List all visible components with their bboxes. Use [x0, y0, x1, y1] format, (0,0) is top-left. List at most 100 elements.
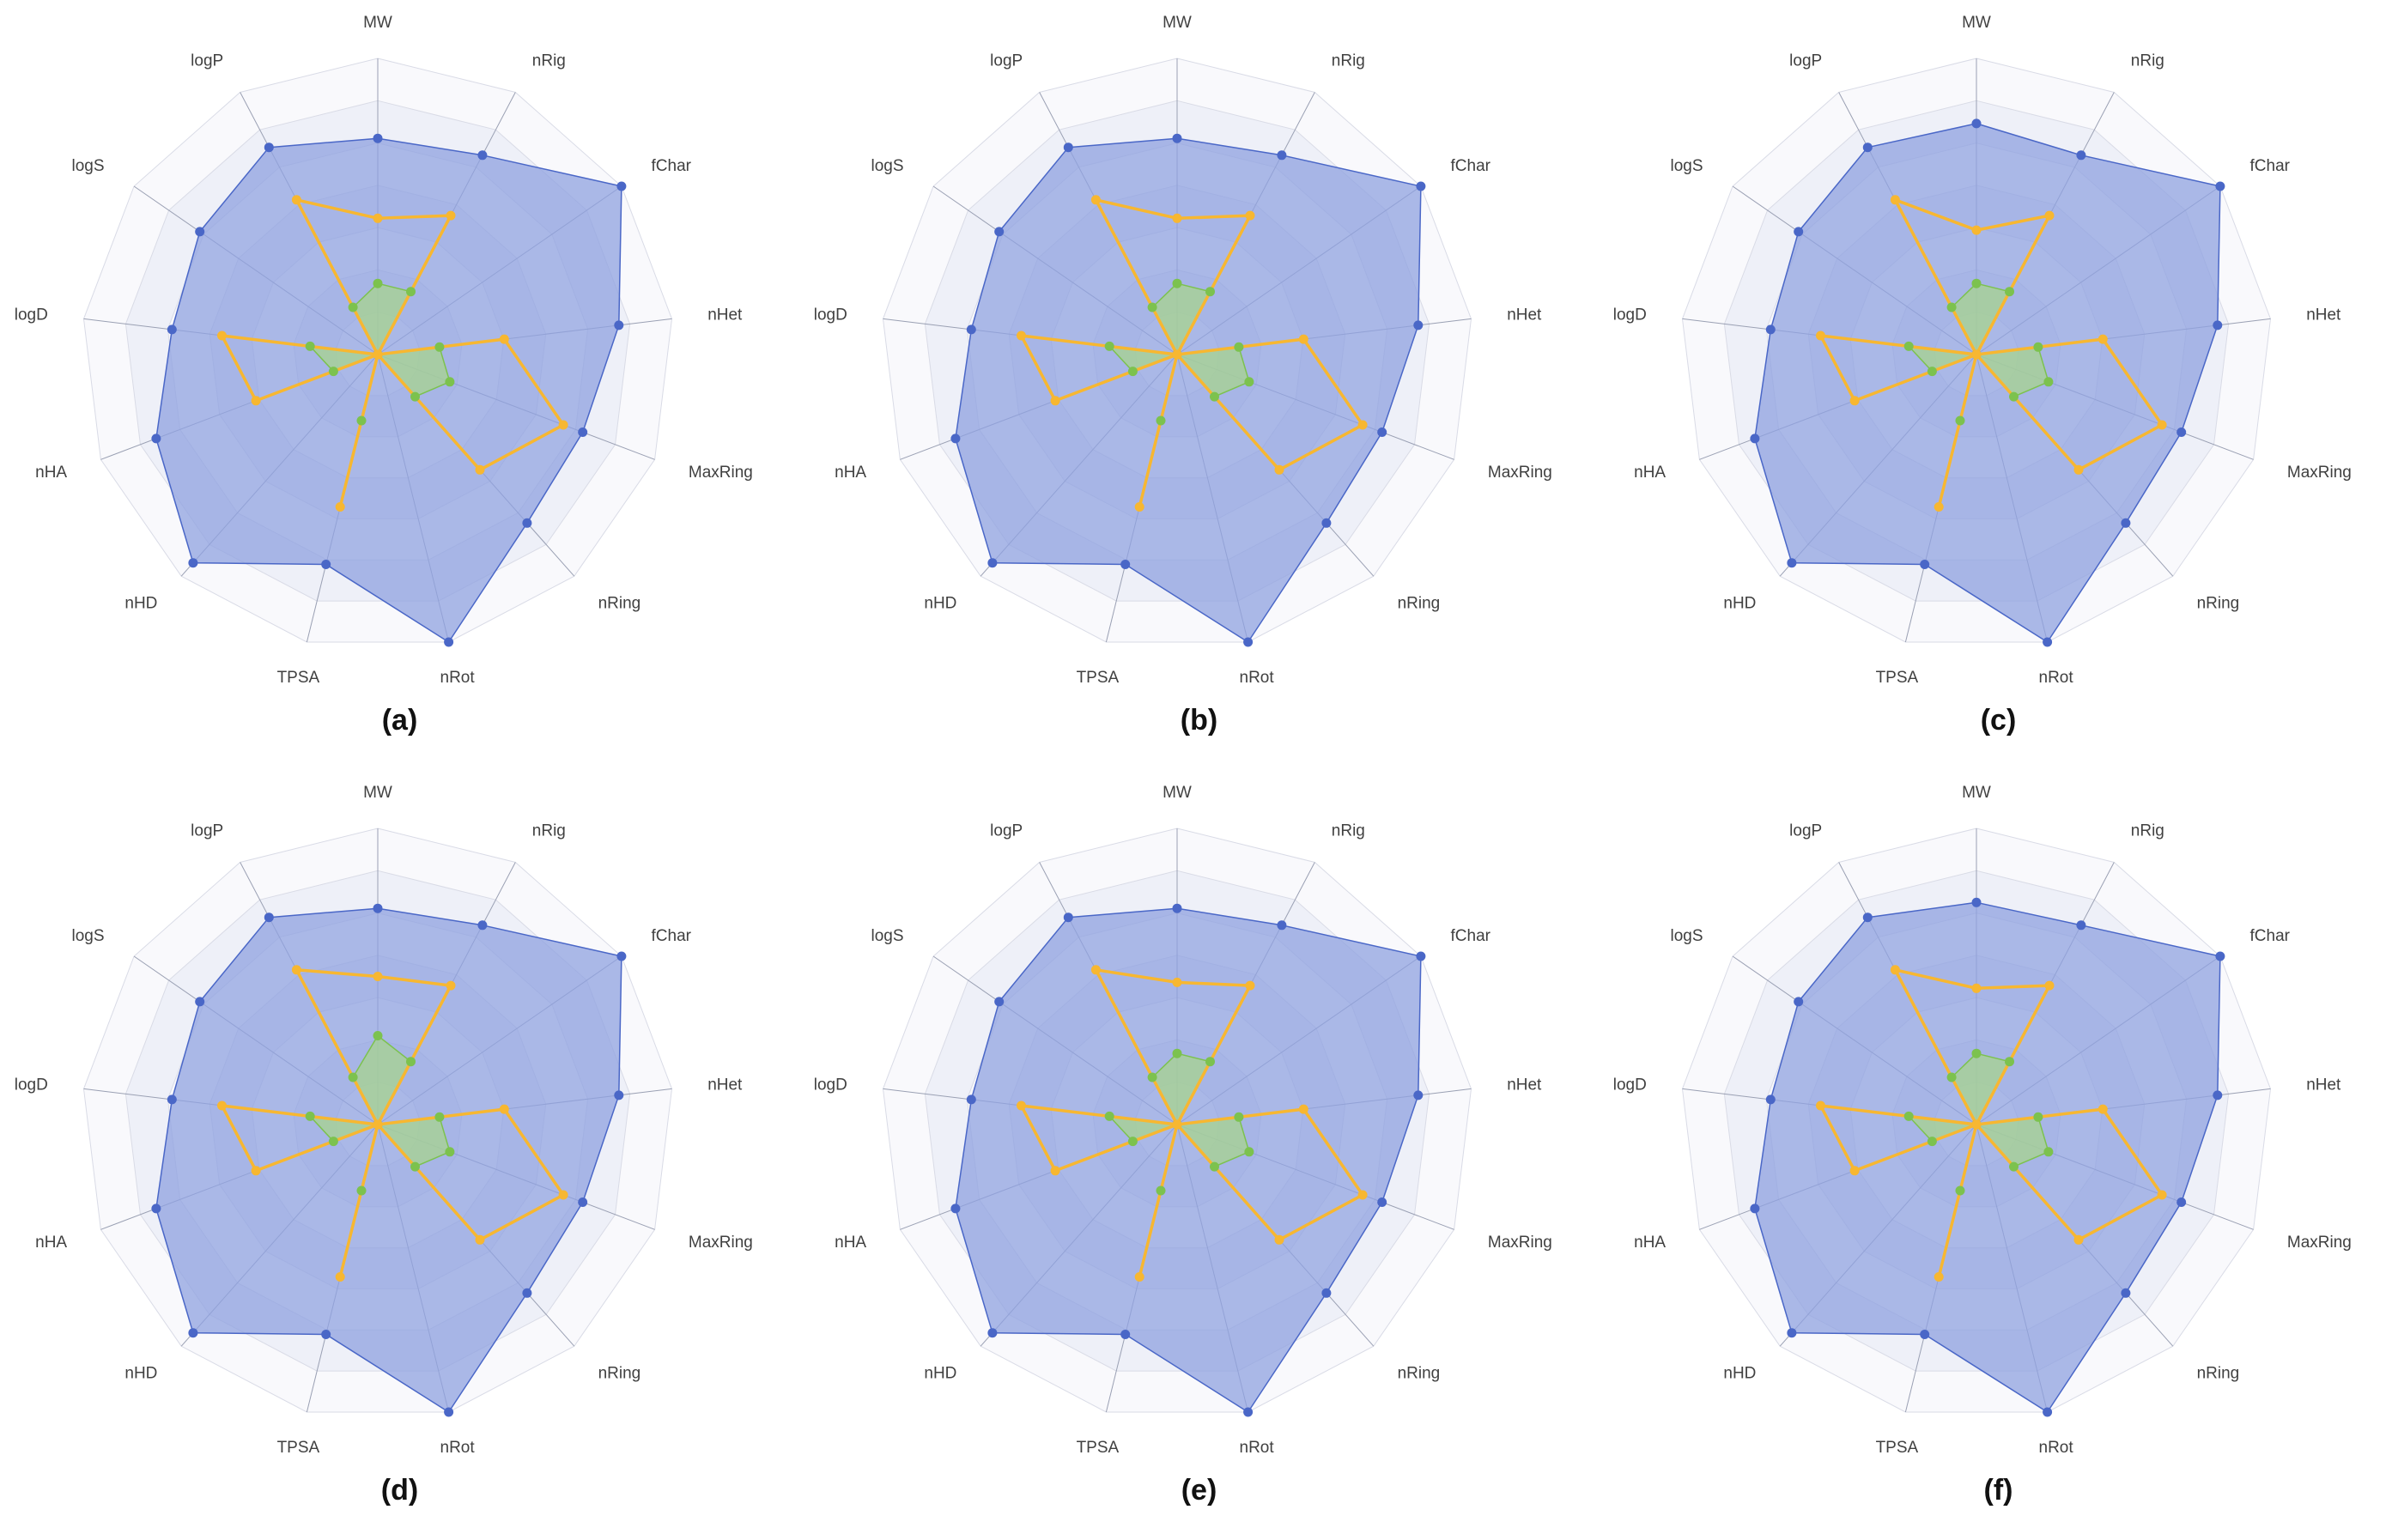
axis-label: nHA — [835, 464, 866, 482]
upper-point — [1120, 560, 1131, 569]
compound-point — [1134, 502, 1144, 512]
axis-label: nHD — [1723, 1365, 1756, 1383]
lower-point — [1946, 302, 1957, 312]
compound-point — [1971, 225, 1982, 235]
upper-point — [444, 637, 454, 647]
lower-point — [1927, 367, 1937, 377]
lower-point — [328, 367, 338, 377]
lower-point — [328, 1137, 338, 1147]
lower-point — [305, 1111, 315, 1121]
lower-point — [1172, 278, 1182, 288]
upper-point — [1277, 920, 1287, 931]
upper-point — [1172, 133, 1182, 143]
radar-panel: MW nRig fChar nHet MaxRing nRing nRot TPSA nHD nH… — [0, 0, 799, 770]
lower-point — [1234, 1112, 1244, 1122]
compound-point — [1090, 965, 1101, 975]
upper-point — [1416, 951, 1426, 961]
axis-label: MaxRing — [1488, 464, 1552, 482]
axis-label: logD — [814, 1076, 847, 1094]
upper-point — [167, 324, 177, 335]
axis-label: logS — [871, 157, 903, 175]
lower-point — [1955, 415, 1965, 426]
panel-caption: (b) — [1180, 704, 1218, 737]
compound-point — [1357, 1190, 1368, 1200]
axis-label: nHA — [35, 1234, 67, 1252]
compound-point — [1357, 420, 1368, 430]
axis-label: nHA — [1634, 464, 1666, 482]
radar-chart: MW nRig fChar nHet MaxRing nRing nRot TPSA nHD nH… — [814, 14, 1552, 687]
upper-point — [2043, 1407, 2053, 1417]
compound-series-area — [1019, 968, 1364, 1279]
upper-point — [578, 427, 588, 437]
axis-label: MaxRing — [2287, 464, 2352, 482]
compound-point — [475, 464, 485, 475]
compound-point — [2044, 210, 2055, 221]
axis-label: MaxRing — [689, 464, 753, 482]
axis-label: nHet — [707, 1076, 743, 1094]
axis-label: nRot — [2039, 1439, 2074, 1457]
compound-point — [2157, 420, 2167, 430]
axis-label: logP — [1789, 822, 1822, 840]
lower-point — [1205, 287, 1215, 297]
axis-label: TPSA — [1077, 669, 1120, 687]
axis-label: TPSA — [1077, 1439, 1120, 1457]
axis-label: nRot — [440, 669, 476, 687]
upper-point — [151, 1204, 161, 1214]
radar-panel: MW nRig fChar nHet MaxRing nRing nRot TPSA nHD nH… — [799, 0, 1599, 770]
axis-label: nRing — [1398, 1365, 1441, 1383]
compound-point — [335, 1272, 345, 1282]
upper-point — [994, 227, 1005, 237]
compound-point — [1017, 330, 1026, 341]
upper-point — [1413, 1090, 1424, 1100]
upper-point — [522, 1288, 532, 1298]
compound-point — [1298, 1104, 1308, 1114]
axis-label: MW — [1163, 784, 1192, 802]
upper-point — [1063, 912, 1073, 923]
compound-point — [1134, 1272, 1144, 1282]
axis-label: nRot — [1240, 1439, 1275, 1457]
compound-series-area — [220, 198, 565, 509]
lower-point — [2033, 342, 2043, 352]
upper-point — [950, 1204, 961, 1214]
compound-point — [335, 502, 345, 512]
axis-label: nRig — [2131, 52, 2164, 70]
lower-point — [1244, 1147, 1254, 1157]
radar-chart: MW nRig fChar nHet MaxRing nRing nRot TPSA nHD nH… — [15, 14, 753, 687]
compound-point — [1274, 464, 1284, 475]
lower-point — [1156, 1185, 1166, 1196]
lower-point — [1971, 1048, 1982, 1058]
lower-point — [2009, 1161, 2019, 1172]
axis-label: nRing — [2197, 1365, 2240, 1383]
radar-panel: MW nRig fChar nHet MaxRing nRing nRot TPSA nHD nH… — [0, 770, 799, 1540]
upper-point — [151, 434, 161, 444]
axis-label: logD — [1613, 1076, 1647, 1094]
upper-point — [373, 133, 383, 143]
upper-point — [2176, 1197, 2187, 1207]
lower-point — [1210, 391, 1219, 402]
lower-point — [356, 1185, 367, 1196]
compound-point — [291, 195, 301, 205]
axis-label: MW — [1962, 784, 1991, 802]
radar-chart: MW nRig fChar nHet MaxRing nRing nRot TPSA nHD nH… — [15, 784, 753, 1457]
axis-label: logS — [71, 157, 104, 175]
upper-point — [321, 560, 331, 569]
panel-caption: (d) — [380, 1474, 419, 1507]
compound-point — [499, 334, 509, 344]
compound-series-area — [220, 968, 565, 1279]
lower-point — [406, 1057, 416, 1067]
axis-label: nHet — [2306, 1076, 2341, 1094]
upper-point — [994, 997, 1005, 1007]
upper-point — [1377, 427, 1387, 437]
axis-label: nRot — [440, 1439, 476, 1457]
lower-point — [2005, 287, 2014, 297]
axis-label: fChar — [1451, 157, 1491, 175]
lower-point — [1210, 1161, 1219, 1172]
axis-label: nRig — [532, 52, 566, 70]
compound-point — [1172, 349, 1182, 360]
lower-point — [1955, 1185, 1965, 1196]
upper-point — [1277, 150, 1287, 161]
upper-series-area — [955, 137, 1422, 643]
axis-label: logP — [990, 52, 1023, 70]
lower-point — [1903, 1111, 1914, 1121]
